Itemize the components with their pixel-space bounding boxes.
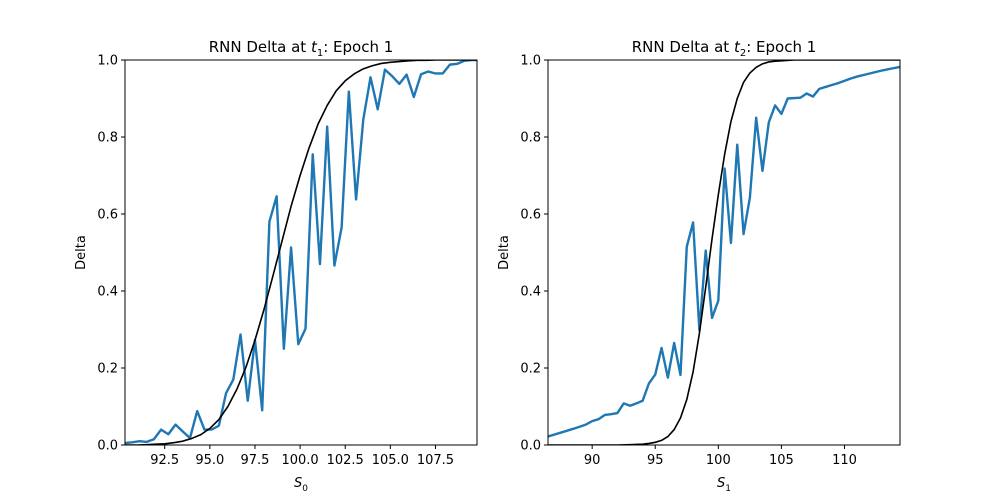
y-tick-label: 0.4: [520, 285, 541, 300]
x-tick-label: 97.5: [240, 453, 269, 468]
x-tick-label: 95.0: [195, 453, 224, 468]
y-tick-label: 0.2: [97, 362, 118, 377]
x-tick-label: 105.0: [372, 453, 409, 468]
y-tick-label: 1.0: [520, 54, 541, 69]
rnn-delta-line-2: [548, 65, 900, 438]
chart-panel-1: 92.5 95.0 97.5 100.0 102.5 105.0 107.5 0.0 0.2 0.…: [74, 38, 478, 494]
x-axis-label: S0: [294, 476, 308, 494]
x-tick-label: 95: [647, 453, 664, 468]
rnn-delta-line-1: [125, 60, 477, 445]
y-axis-label: Delta: [497, 235, 512, 270]
y-tick-label: 0.8: [520, 131, 541, 146]
chart-panel-2: 90 95 100 105 110 0.0 0.2 0.4 0.6 0.8 1.0 Delta S1 RN…: [497, 38, 901, 494]
x-axis-label: S1: [717, 476, 731, 494]
reference-delta-line-2: [548, 60, 900, 445]
y-tick-label: 0.0: [520, 439, 541, 454]
x-tick-label: 110: [832, 453, 857, 468]
reference-delta-line-1: [125, 60, 477, 445]
plot-frame: [547, 59, 901, 446]
plot-frame: [124, 59, 478, 446]
x-tick-label: 105: [769, 453, 794, 468]
y-tick-label: 0.8: [97, 131, 118, 146]
y-tick-label: 1.0: [97, 54, 118, 69]
y-tick-label: 0.6: [520, 208, 541, 223]
x-tick-label: 90: [584, 453, 601, 468]
chart-title: RNN Delta at t1: Epoch 1: [209, 38, 394, 59]
x-tick-label: 100: [706, 453, 731, 468]
y-tick-label: 0.4: [97, 285, 118, 300]
y-tick-label: 0.2: [520, 362, 541, 377]
x-tick-label: 92.5: [150, 453, 179, 468]
x-tick-label: 100.0: [281, 453, 318, 468]
y-axis-label: Delta: [74, 235, 89, 270]
x-tick-label: 102.5: [327, 453, 364, 468]
chart-title: RNN Delta at t2: Epoch 1: [632, 38, 817, 59]
x-tick-label: 107.5: [417, 453, 454, 468]
y-tick-label: 0.6: [97, 208, 118, 223]
y-tick-label: 0.0: [97, 439, 118, 454]
